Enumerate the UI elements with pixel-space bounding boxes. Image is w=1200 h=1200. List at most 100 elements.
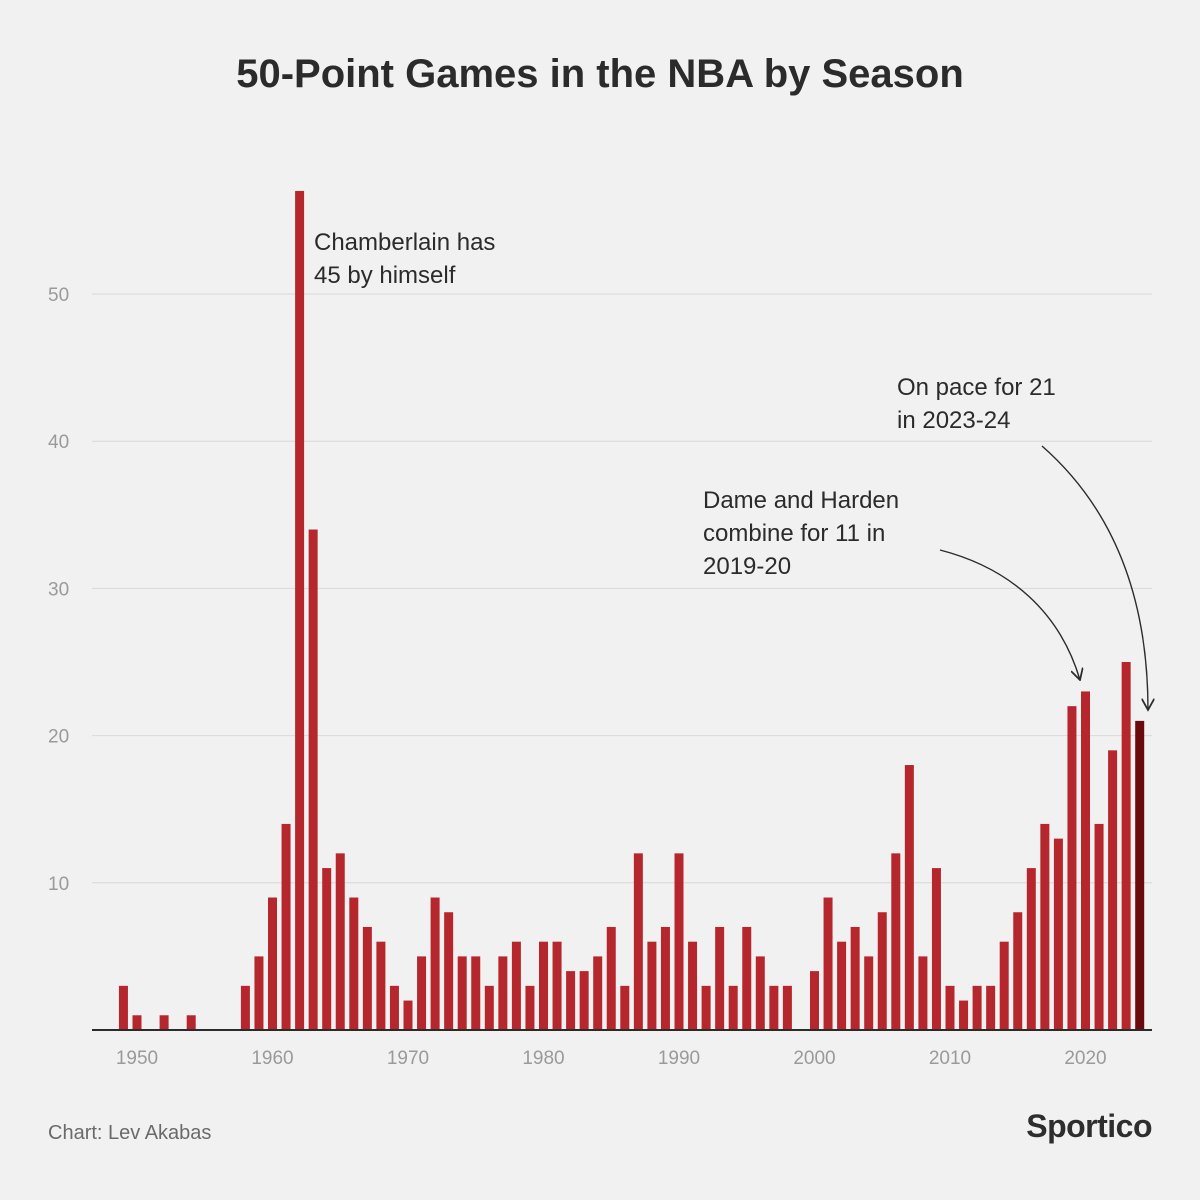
bar [1013,912,1023,1030]
bar [864,956,874,1030]
annotation-text: 45 by himself [314,262,456,289]
bar [1121,662,1131,1030]
bar [335,853,345,1030]
bar [579,971,589,1030]
bar [945,985,955,1030]
bar [728,985,738,1030]
bar [349,897,359,1030]
y-tick-label: 50 [48,285,69,306]
bar [118,985,128,1030]
bar [308,529,318,1030]
bar [972,985,982,1030]
bar [1040,823,1050,1030]
bar [376,941,386,1030]
bar [457,956,467,1030]
bar [633,853,643,1030]
annotation-text: Dame and Harden [703,487,899,514]
sportico-logo: Sportico [1026,1108,1152,1144]
bar [1026,868,1036,1030]
bar [566,971,576,1030]
bar [417,956,427,1030]
bar [837,941,847,1030]
bar [132,1015,142,1030]
bar [362,926,372,1030]
bar [782,985,792,1030]
bar [484,985,494,1030]
x-tick-label: 2020 [1064,1048,1106,1069]
bar [471,956,481,1030]
annotation-text: Chamberlain has [314,229,495,256]
bar [674,853,684,1030]
y-tick-label: 10 [48,874,69,895]
bar [647,941,657,1030]
bar [1067,706,1077,1030]
annotation-text: 2019-20 [703,553,791,580]
y-tick-label: 40 [48,432,69,453]
bar [322,868,332,1030]
bar [593,956,603,1030]
bar [498,956,508,1030]
bar [755,956,765,1030]
bar [715,926,725,1030]
bar [850,926,860,1030]
bar [552,941,562,1030]
bar [742,926,752,1030]
bar [620,985,630,1030]
bar [403,1000,413,1030]
bar [810,971,819,1030]
x-tick-label: 1980 [522,1048,564,1069]
bar [1094,823,1104,1030]
bar [539,941,548,1030]
bar [186,1015,196,1030]
bar [444,912,454,1030]
bar [986,985,996,1030]
bar [891,853,901,1030]
bar [606,926,616,1030]
bar [688,941,698,1030]
bar [430,897,440,1030]
bar [959,1000,969,1030]
chart-title: 50-Point Games in the NBA by Season [236,52,964,96]
bar [281,823,291,1030]
chart-credit: Chart: Lev Akabas [48,1122,212,1144]
x-tick-label: 1950 [116,1048,158,1069]
bar [918,956,928,1030]
bar [295,190,305,1030]
bar [254,956,264,1030]
x-tick-label: 2000 [793,1048,835,1069]
annotations: Chamberlain has 45 by himself Dame and Har… [314,229,1148,710]
annotation-arrow [1041,445,1148,710]
bar [268,897,277,1030]
bar [525,985,535,1030]
bars [118,190,1145,1030]
bar [511,941,521,1030]
bar [389,985,399,1030]
bar [1135,720,1145,1030]
annotation-text: in 2023-24 [897,407,1010,434]
x-tick-label: 2010 [929,1048,971,1069]
bar [999,941,1009,1030]
x-tick-label: 1990 [658,1048,700,1069]
bar [240,985,250,1030]
gridlines: 10 20 30 40 50 [48,285,1152,895]
x-tick-label: 1960 [251,1048,293,1069]
annotation-text: combine for 11 in [703,520,885,547]
annotation-text: On pace for 21 [897,374,1056,401]
bar [1081,691,1090,1030]
bar [660,926,670,1030]
bar [159,1015,169,1030]
bar [701,985,711,1030]
axes: 1950 1960 1970 1980 1990 2000 2010 2020 [92,1029,1152,1069]
bar [931,868,941,1030]
x-tick-label: 1970 [387,1048,429,1069]
bar [904,765,914,1030]
annotation-arrow [939,549,1080,680]
bar [877,912,887,1030]
y-tick-label: 30 [48,579,69,600]
bar [823,897,833,1030]
bar [1108,750,1118,1030]
bar [769,985,779,1030]
bar [1053,838,1063,1030]
y-tick-label: 20 [48,727,69,748]
